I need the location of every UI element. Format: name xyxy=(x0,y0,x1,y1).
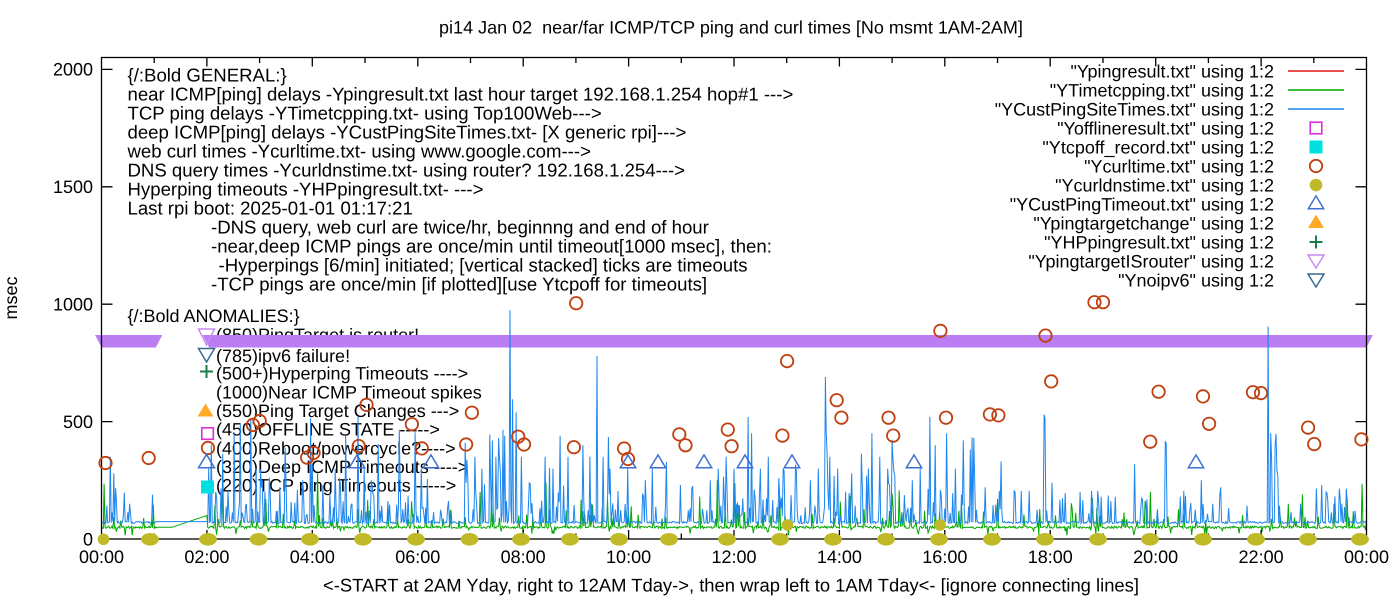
svg-text:"Ycurltime.txt" using 1:2: "Ycurltime.txt" using 1:2 xyxy=(1084,156,1274,176)
svg-text:near ICMP[ping] delays -Ypingr: near ICMP[ping] delays -Ypingresult.txt … xyxy=(128,84,794,105)
svg-text:02:00: 02:00 xyxy=(184,547,229,567)
svg-text:-DNS query, web curl are twice: -DNS query, web curl are twice/hr, begin… xyxy=(211,217,709,238)
svg-text:"Ypingresult.txt" using 1:2: "Ypingresult.txt" using 1:2 xyxy=(1070,61,1274,81)
svg-text:06:00: 06:00 xyxy=(395,547,440,567)
svg-text:(400)Reboot/powercycle?---->: (400)Reboot/powercycle?----> xyxy=(216,438,456,458)
svg-text:00:00: 00:00 xyxy=(79,547,124,567)
svg-text:14:00: 14:00 xyxy=(817,547,862,567)
svg-text:1500: 1500 xyxy=(53,177,93,197)
svg-text:<-START at 2AM Yday, right to: <-START at 2AM Yday, right to 12AM Tday-… xyxy=(323,575,1139,596)
svg-text:18:00: 18:00 xyxy=(1028,547,1073,567)
svg-text:10:00: 10:00 xyxy=(606,547,651,567)
svg-text:"Ytcpoff_record.txt" using 1:2: "Ytcpoff_record.txt" using 1:2 xyxy=(1042,137,1274,157)
svg-text:"Ycurldnstime.txt" using 1:2: "Ycurldnstime.txt" using 1:2 xyxy=(1055,175,1274,195)
svg-text:2000: 2000 xyxy=(53,60,93,80)
svg-text:pi14 Jan 02 near/far ICMP/TCP: pi14 Jan 02 near/far ICMP/TCP ping and c… xyxy=(439,18,1023,38)
svg-text:web curl times -Ycurltime.txt-: web curl times -Ycurltime.txt- using www… xyxy=(127,141,591,162)
svg-text:{/:Bold GENERAL:}: {/:Bold GENERAL:} xyxy=(128,65,287,86)
svg-text:"Ynoipv6" using 1:2: "Ynoipv6" using 1:2 xyxy=(1118,270,1274,290)
svg-text:"Ypingtargetchange" using 1:2: "Ypingtargetchange" using 1:2 xyxy=(1033,213,1274,233)
svg-text:"Yofflineresult.txt" using 1:2: "Yofflineresult.txt" using 1:2 xyxy=(1057,118,1274,138)
svg-text:16:00: 16:00 xyxy=(922,547,967,567)
svg-text:Last rpi boot: 2025-01-01 01:1: Last rpi boot: 2025-01-01 01:17:21 xyxy=(128,198,413,219)
svg-text:Hyperping timeouts -YHPpingres: Hyperping timeouts -YHPpingresult.txt- -… xyxy=(128,179,484,200)
svg-text:08:00: 08:00 xyxy=(501,547,546,567)
svg-text:DNS query times -Ycurldnstime.: DNS query times -Ycurldnstime.txt- using… xyxy=(128,160,686,181)
svg-text:"YHPpingresult.txt" using 1:2: "YHPpingresult.txt" using 1:2 xyxy=(1044,232,1274,252)
svg-text:-Hyperpings [6/min] initiated;: -Hyperpings [6/min] initiated; [vertical… xyxy=(219,255,748,276)
svg-text:500: 500 xyxy=(63,412,93,432)
svg-text:"YTimetcpping.txt" using 1:2: "YTimetcpping.txt" using 1:2 xyxy=(1050,80,1274,100)
svg-text:(220)TCP ping Timeouts ----->: (220)TCP ping Timeouts -----> xyxy=(216,475,456,495)
svg-text:"YpingtargetISrouter" using 1:: "YpingtargetISrouter" using 1:2 xyxy=(1028,251,1274,271)
svg-text:"YCustPingSiteTimes.txt" using: "YCustPingSiteTimes.txt" using 1:2 xyxy=(995,99,1274,119)
svg-text:-TCP pings are once/min [if pl: -TCP pings are once/min [if plotted][use… xyxy=(211,274,707,295)
svg-text:(550)Ping Target Changes --->: (550)Ping Target Changes ---> xyxy=(216,401,459,421)
svg-text:0: 0 xyxy=(83,529,93,549)
svg-text:TCP ping delays -YTimetcpping.: TCP ping delays -YTimetcpping.txt- using… xyxy=(128,103,602,124)
svg-text:(500+)Hyperping Timeouts ---->: (500+)Hyperping Timeouts ----> xyxy=(216,363,468,383)
svg-text:(1000)Near ICMP Timeout spikes: (1000)Near ICMP Timeout spikes xyxy=(216,382,482,402)
svg-text:msec: msec xyxy=(1,276,21,319)
svg-text:-near,deep ICMP pings are once: -near,deep ICMP pings are once/min until… xyxy=(211,236,772,257)
svg-text:1000: 1000 xyxy=(53,295,93,315)
svg-text:04:00: 04:00 xyxy=(290,547,335,567)
svg-text:"YCustPingTimeout.txt" using 1: "YCustPingTimeout.txt" using 1:2 xyxy=(1010,194,1274,214)
svg-text:(320)Deep ICMP Timeouts ---->: (320)Deep ICMP Timeouts ----> xyxy=(216,457,468,477)
svg-text:(785)ipv6 failure!: (785)ipv6 failure! xyxy=(216,346,350,366)
svg-text:deep ICMP[ping] delays -YCustP: deep ICMP[ping] delays -YCustPingSiteTim… xyxy=(128,122,687,143)
svg-text:(450)OFFLINE STATE ----->: (450)OFFLINE STATE -----> xyxy=(216,419,440,439)
svg-text:22:00: 22:00 xyxy=(1239,547,1284,567)
svg-text:12:00: 12:00 xyxy=(711,547,756,567)
svg-text:20:00: 20:00 xyxy=(1133,547,1178,567)
svg-text:00:00: 00:00 xyxy=(1344,547,1389,567)
svg-text:{/:Bold ANOMALIES:}: {/:Bold ANOMALIES:} xyxy=(128,306,300,326)
